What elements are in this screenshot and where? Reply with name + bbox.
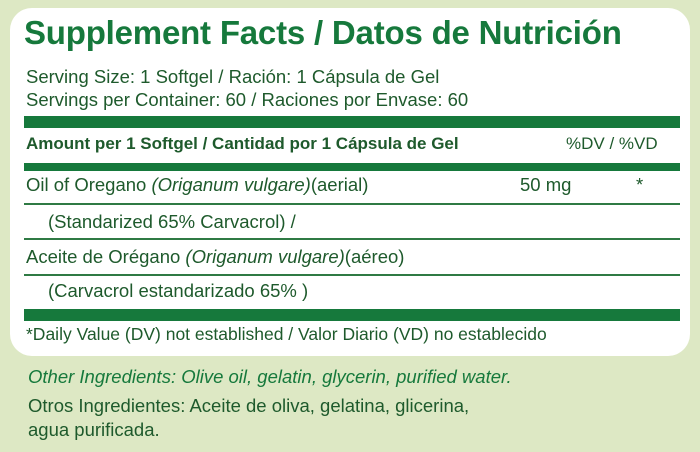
ingredient-standardized-en: (Standarized 65% Carvacrol) /: [48, 211, 296, 232]
ingredient-name-en: Oil of Oregano (Origanum vulgare)(aerial…: [26, 174, 369, 195]
servings-per-container: Servings per Container: 60 / Raciones po…: [26, 89, 469, 110]
amount-per-serving-header: Amount per 1 Softgel / Cantidad por 1 Cá…: [26, 134, 459, 153]
medium-divider: [24, 163, 680, 171]
ingredient-amount: 50 mg: [520, 174, 572, 195]
other-ingredients-es-line1: Otros Ingredientes: Aceite de oliva, gel…: [28, 395, 470, 416]
ingredient-dv: *: [636, 174, 644, 195]
thick-divider-bottom: [24, 309, 680, 321]
other-ingredients-es-line2: agua purificada.: [28, 419, 160, 440]
latin-name-en: (Origanum vulgare): [151, 174, 311, 195]
ingredient-name-es: Aceite de Orégano (Origanum vulgare)(aér…: [26, 246, 405, 267]
thick-divider-top: [24, 116, 680, 128]
daily-value-footnote: *Daily Value (DV) not established / Valo…: [26, 324, 547, 344]
row-divider: [24, 274, 680, 276]
panel-title: Supplement Facts / Datos de Nutrición: [24, 14, 622, 51]
supplement-facts-panel: Supplement Facts / Datos de Nutrición Se…: [10, 8, 690, 356]
row-divider: [24, 203, 680, 205]
latin-name-es: (Origanum vulgare): [185, 246, 345, 267]
row-divider: [24, 238, 680, 240]
serving-size: Serving Size: 1 Softgel / Ración: 1 Cáps…: [26, 66, 440, 87]
daily-value-header: %DV / %VD: [566, 134, 658, 153]
other-ingredients-en: Other Ingredients: Olive oil, gelatin, g…: [28, 366, 512, 387]
ingredient-standardized-es: (Carvacrol estandarizado 65% ): [48, 280, 309, 301]
